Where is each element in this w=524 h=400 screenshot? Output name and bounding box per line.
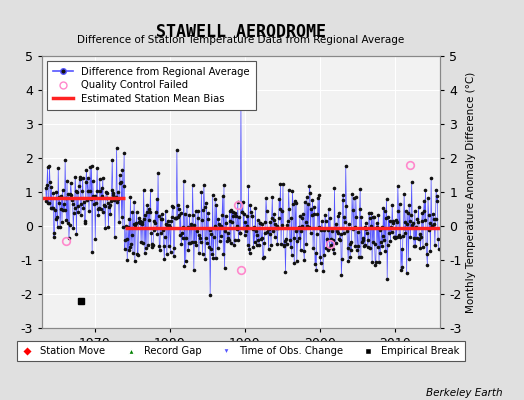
Text: Berkeley Earth: Berkeley Earth <box>427 388 503 398</box>
Y-axis label: Monthly Temperature Anomaly Difference (°C): Monthly Temperature Anomaly Difference (… <box>466 71 476 313</box>
Legend: Station Move, Record Gap, Time of Obs. Change, Empirical Break: Station Move, Record Gap, Time of Obs. C… <box>17 341 465 361</box>
Title: STAWELL AERODROME: STAWELL AERODROME <box>156 22 326 40</box>
Text: Difference of Station Temperature Data from Regional Average: Difference of Station Temperature Data f… <box>78 35 405 45</box>
